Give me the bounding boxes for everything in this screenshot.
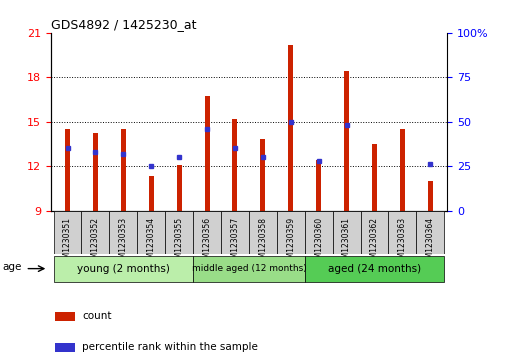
Bar <box>400 129 405 211</box>
Text: GSM1230351: GSM1230351 <box>63 217 72 268</box>
Text: middle aged (12 months): middle aged (12 months) <box>192 264 306 273</box>
Text: percentile rank within the sample: percentile rank within the sample <box>82 342 259 352</box>
Bar <box>149 176 154 211</box>
Bar <box>249 211 277 254</box>
Bar <box>261 139 265 211</box>
Bar <box>193 256 305 282</box>
Bar <box>121 129 126 211</box>
Bar <box>81 211 109 254</box>
Bar <box>305 211 333 254</box>
Bar <box>193 211 221 254</box>
Text: GSM1230360: GSM1230360 <box>314 217 323 268</box>
Bar <box>417 211 444 254</box>
Bar <box>177 164 182 211</box>
Text: age: age <box>3 262 22 272</box>
Bar <box>233 119 237 211</box>
Text: aged (24 months): aged (24 months) <box>328 264 421 274</box>
Text: GSM1230358: GSM1230358 <box>259 217 267 268</box>
Bar <box>316 160 321 211</box>
Bar <box>65 129 70 211</box>
Bar <box>389 211 417 254</box>
Bar <box>333 211 361 254</box>
Text: GSM1230362: GSM1230362 <box>370 217 379 268</box>
Bar <box>221 211 249 254</box>
Text: GSM1230353: GSM1230353 <box>119 217 128 268</box>
Text: GSM1230355: GSM1230355 <box>175 217 184 268</box>
Bar <box>361 211 389 254</box>
Bar <box>305 256 444 282</box>
Text: young (2 months): young (2 months) <box>77 264 170 274</box>
Bar <box>344 71 349 211</box>
Text: count: count <box>82 311 112 321</box>
Bar <box>55 312 75 321</box>
Bar <box>55 343 75 352</box>
Bar <box>288 45 293 211</box>
Bar <box>372 144 377 211</box>
Bar <box>205 97 210 211</box>
Text: GSM1230354: GSM1230354 <box>147 217 156 268</box>
Text: GSM1230356: GSM1230356 <box>203 217 211 268</box>
Text: GSM1230359: GSM1230359 <box>287 217 295 268</box>
Text: GDS4892 / 1425230_at: GDS4892 / 1425230_at <box>51 19 196 32</box>
Bar <box>93 134 98 211</box>
Text: GSM1230357: GSM1230357 <box>231 217 239 268</box>
Bar <box>137 211 165 254</box>
Bar <box>53 211 81 254</box>
Bar <box>428 181 433 211</box>
Text: GSM1230363: GSM1230363 <box>398 217 407 268</box>
Text: GSM1230352: GSM1230352 <box>91 217 100 268</box>
Bar <box>53 256 193 282</box>
Text: GSM1230364: GSM1230364 <box>426 217 435 268</box>
Bar <box>277 211 305 254</box>
Bar <box>165 211 193 254</box>
Text: GSM1230361: GSM1230361 <box>342 217 351 268</box>
Bar <box>109 211 137 254</box>
